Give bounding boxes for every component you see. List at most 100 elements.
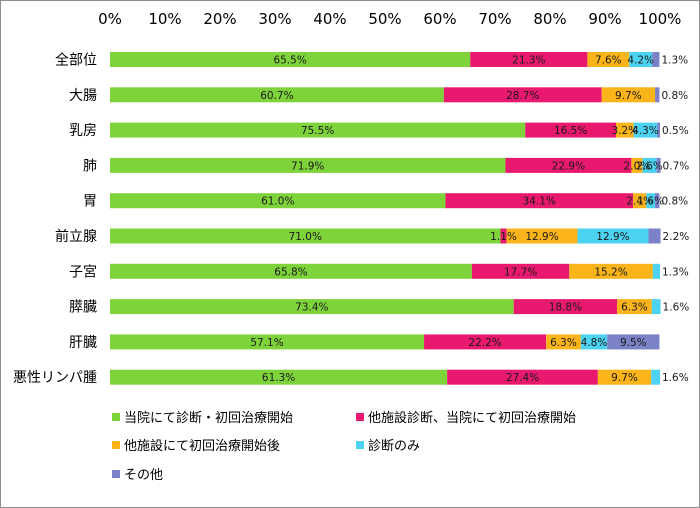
data-label: 1.1% [490,231,517,243]
category-label: 大腸 [69,88,97,104]
bar-segment [471,263,570,279]
legend-swatch [112,470,120,478]
data-label: 2.2% [663,231,690,243]
bar-segment [513,299,618,315]
bar-segment [646,193,656,209]
data-label: 4.2% [627,55,654,67]
bar-segment [110,334,425,350]
bar-segment [657,122,660,138]
bar-segment [470,52,588,67]
bar-segment [525,122,616,138]
x-tick-label: 100% [639,10,682,28]
data-label: 2.6% [636,160,663,172]
data-label: 16.5% [554,125,587,137]
data-label: 75.5% [301,125,334,137]
data-label: 65.8% [274,266,307,278]
bar-segment [110,299,514,315]
legend-label: 他施設診断、当院にて初回治療開始 [368,410,576,426]
data-label: 4.3% [632,125,659,137]
bar-segment [631,157,643,173]
bar-segment [580,334,608,350]
legend-swatch [356,413,364,421]
bar-segment [651,299,661,315]
category-label: 膵臓 [69,300,97,316]
bar-segment [633,122,658,138]
bar-segment [445,193,634,209]
data-label: 12.9% [525,231,558,243]
bar-segment [577,228,649,244]
bar-segment [629,52,653,67]
bar-segment [424,334,547,350]
data-label: 34.1% [523,196,556,208]
data-label: 17.7% [504,266,537,278]
data-label: 2.4% [626,196,653,208]
data-label: 1.6% [662,372,689,384]
bar-segment [110,228,501,244]
data-label: 1.6% [663,302,690,314]
bar-segment [447,369,598,385]
bar-segment [651,369,660,385]
bar-segment [443,87,602,103]
data-label: 1.3% [662,266,689,278]
x-tick-label: 70% [478,10,511,28]
bar-segment [110,263,472,279]
legend-swatch [112,441,120,449]
data-label: 6.3% [621,302,648,314]
data-label: 61.0% [261,196,294,208]
x-tick-label: 0% [98,10,122,28]
category-label: 子宮 [69,264,97,280]
legend-swatch [112,413,120,421]
bar-segment [616,122,634,138]
data-label: 0.8% [661,90,688,102]
data-label: 9.5% [620,337,647,349]
x-tick-label: 40% [313,10,346,28]
x-tick-label: 20% [203,10,236,28]
legend-label: その他 [124,468,163,483]
x-tick-label: 10% [148,10,181,28]
bar-segment [110,157,506,173]
data-label: 60.7% [260,90,293,102]
bar-segment [110,369,448,385]
data-label: 57.1% [250,337,283,349]
data-label: 28.7% [506,90,539,102]
bar-segment [587,52,630,67]
bar-segment [648,228,661,244]
data-label: 12.9% [596,231,629,243]
data-label: 0.8% [661,196,688,208]
bar-segment [601,87,656,103]
data-label: 22.9% [552,160,585,172]
x-tick-label: 30% [258,10,291,28]
data-label: 0.7% [663,160,690,172]
category-label: 乳房 [69,123,97,139]
bar-segment [110,193,446,209]
category-label: 胃 [83,194,97,210]
category-label: 全部位 [55,52,97,69]
data-label: 3.2% [611,125,638,137]
data-label: 6.3% [550,337,577,349]
data-label: 4.8% [581,337,608,349]
bar-segment [652,263,660,279]
data-label: 21.3% [512,55,545,67]
bar-segment [655,193,660,209]
category-label: 肝臓 [69,335,97,351]
bar-segment [597,369,652,385]
category-label: 前立腺 [55,228,97,245]
bar-segment [607,334,660,350]
data-label: 65.5% [273,55,306,67]
bar-segment [506,228,578,244]
category-label: 肺 [83,158,97,174]
x-tick-label: 80% [533,10,566,28]
legend: 当院にて診断・初回治療開始 他施設診断、当院にて初回治療開始他施設にて初回治療開始… [112,410,576,483]
data-label: 71.9% [291,160,324,172]
data-label: 7.6% [595,55,622,67]
data-label: 61.3% [262,372,295,384]
bar-segment [656,157,661,173]
bar-segment [505,157,632,173]
bar-segment [617,299,652,315]
x-tick-label: 60% [423,10,456,28]
bar-segment [110,87,444,103]
data-label: 1.6% [637,196,664,208]
data-label: 9.7% [611,372,638,384]
